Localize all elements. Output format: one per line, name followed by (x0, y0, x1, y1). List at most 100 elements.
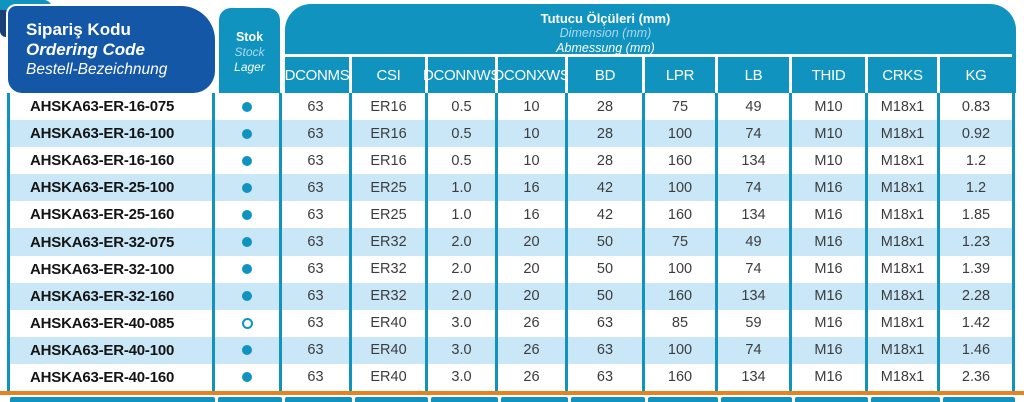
value-cell: M16 (792, 282, 868, 310)
value-cell: 10 (498, 120, 568, 148)
column-header-csi: CSI (352, 57, 425, 93)
value-cell: M18x1 (868, 147, 940, 175)
value-cell: 26 (498, 336, 568, 364)
value-cell: 16 (498, 201, 568, 229)
stock-filled-dot-icon (242, 237, 252, 248)
value-cell: 50 (568, 282, 645, 310)
table-row: AHSKA63-ER-25-160 63 ER25 1.0 16 42 160 134 M16 M… (10, 201, 1012, 229)
value-cell: 2.0 (428, 255, 498, 283)
table-row: AHSKA63-ER-40-160 63 ER40 3.0 26 63 160 134 M16 M… (10, 363, 1012, 392)
next-section-band-segment (648, 397, 718, 402)
value-cell: M16 (792, 309, 868, 337)
value-cell: 42 (568, 201, 645, 229)
value-cell: 1.85 (961, 206, 991, 223)
value-cell: ER25 (352, 174, 428, 202)
stock-filled-dot-icon (242, 101, 252, 112)
ordering-code-cell: AHSKA63-ER-16-160 (10, 147, 215, 175)
value-cell: M18x1 (868, 174, 940, 202)
value-cell: ER32 (352, 255, 428, 283)
value-cell: 49 (718, 93, 792, 121)
value-cell: 20 (498, 228, 568, 256)
value-cell: ER16 (352, 147, 428, 175)
dimensions-title-en: Dimension (mm) (559, 26, 652, 40)
value-cell: 20 (498, 282, 568, 310)
value-cell: 75 (645, 228, 718, 256)
value-cell: 1.0 (428, 174, 498, 202)
stock-cell (215, 93, 282, 121)
value-cell: 3.0 (428, 336, 498, 364)
stock-cell (215, 174, 282, 202)
column-headers: DCONMS CSI DCONNWS DCONXWS BD LPR LB THID CRKS KG (285, 54, 1012, 93)
value-cell: 100 (645, 255, 718, 283)
ordering-code-cell: AHSKA63-ER-25-160 (10, 201, 215, 229)
value-cell: ER32 (352, 228, 428, 256)
value-cell: 50 (568, 228, 645, 256)
value-cell: 134 (718, 201, 792, 229)
value-cell: 63 (282, 147, 352, 175)
next-section-band-segment (218, 397, 282, 402)
table-row: AHSKA63-ER-16-160 63 ER16 0.5 10 28 160 134 M10 M… (10, 147, 1012, 175)
stock-label-de: Lager (234, 60, 265, 74)
table-row: AHSKA63-ER-25-100 63 ER25 1.0 16 42 100 74 M16 M1… (10, 174, 1012, 202)
value-cell: 63 (568, 363, 645, 392)
stock-filled-dot-icon (242, 155, 252, 166)
value-cell: 0.92 (961, 125, 991, 142)
ordering-code-header: Sipariş Kodu Ordering Code Bestell-Bezei… (8, 6, 215, 93)
value-cell: M10 (792, 120, 868, 148)
value-cell: 160 (645, 147, 718, 175)
value-cell: 0.5 (428, 120, 498, 148)
stock-filled-dot-icon (242, 182, 252, 193)
value-cell: 160 (645, 201, 718, 229)
value-cell: M18x1 (868, 228, 940, 256)
value-cell: 100 (645, 120, 718, 148)
value-cell: ER16 (352, 120, 428, 148)
value-cell: 63 (282, 120, 352, 148)
ordering-code-cell: AHSKA63-ER-40-100 (10, 336, 215, 364)
value-cell: M10 (792, 93, 868, 121)
value-cell: 28 (568, 147, 645, 175)
value-cell: 10 (498, 93, 568, 121)
stock-cell (215, 228, 282, 256)
dimensions-header-panel: Tutucu Ölçüleri (mm) Dimension (mm) Abme… (285, 4, 1016, 93)
value-cell: 63 (282, 93, 352, 121)
table-row: AHSKA63-ER-40-100 63 ER40 3.0 26 63 100 74 M16 M1… (10, 336, 1012, 364)
next-section-band-segment (943, 397, 1015, 402)
value-cell: M16 (792, 201, 868, 229)
value-cell: 74 (718, 255, 792, 283)
ordering-code-cell: AHSKA63-ER-16-100 (10, 120, 215, 148)
value-cell: 63 (568, 336, 645, 364)
ordering-code-cell: AHSKA63-ER-32-100 (10, 255, 215, 283)
column-header-crks: CRKS (868, 57, 937, 93)
next-section-band-segment (795, 397, 868, 402)
table-row: AHSKA63-ER-16-075 63 ER16 0.5 10 28 75 49 M10 M18… (10, 93, 1012, 121)
value-cell: 0.83 (961, 98, 991, 115)
column-header-lpr: LPR (645, 57, 715, 93)
value-cell: 100 (645, 174, 718, 202)
value-cell: 63 (282, 201, 352, 229)
value-cell: 0.5 (428, 147, 498, 175)
value-cell: 1.0 (428, 201, 498, 229)
value-cell: 1.23 (961, 234, 991, 251)
stock-label-tr: Stok (235, 30, 264, 44)
value-cell: 63 (282, 228, 352, 256)
value-cell: 63 (568, 309, 645, 337)
stock-cell (215, 336, 282, 364)
ordering-code-label-en: Ordering Code (26, 40, 146, 59)
stock-filled-dot-icon (242, 128, 252, 139)
ordering-code-cell: AHSKA63-ER-32-075 (10, 228, 215, 256)
value-cell: M18x1 (868, 282, 940, 310)
table-row: AHSKA63-ER-32-160 63 ER32 2.0 20 50 160 134 M16 M… (10, 282, 1012, 310)
value-cell: 59 (718, 309, 792, 337)
value-cell: M18x1 (868, 201, 940, 229)
value-cell: 50 (568, 255, 645, 283)
value-cell: 63 (282, 363, 352, 392)
column-header-dconxws: DCONXWS (493, 57, 570, 93)
value-cell: M16 (792, 336, 868, 364)
stock-cell (215, 363, 282, 392)
stock-cell (215, 120, 282, 148)
next-section-band-segment (431, 397, 498, 402)
value-cell: 134 (718, 147, 792, 175)
value-cell: M16 (792, 363, 868, 392)
value-cell: M16 (792, 174, 868, 202)
